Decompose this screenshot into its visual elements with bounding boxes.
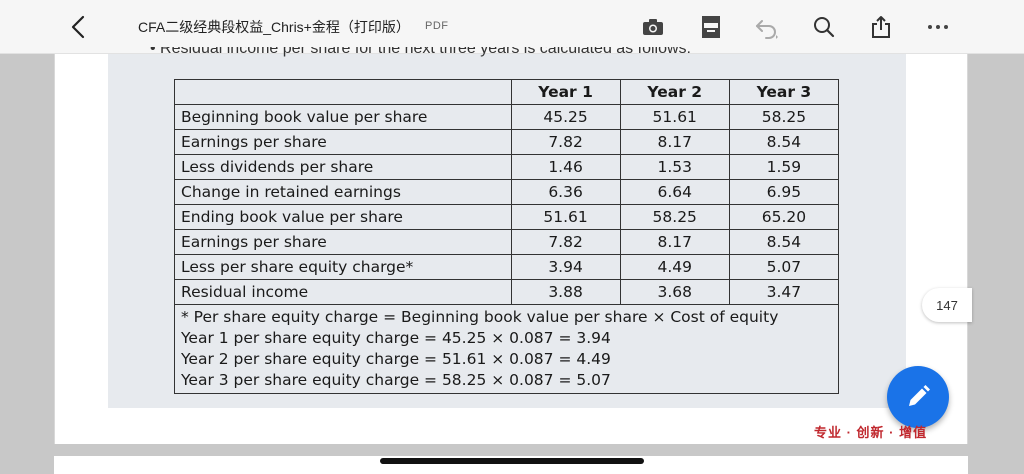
edit-fab-button[interactable] (887, 366, 949, 428)
book-icon (702, 16, 720, 38)
cell-value: 65.20 (728, 204, 840, 230)
cell-value: 8.54 (728, 129, 840, 155)
note-line: Year 3 per share equity charge = 58.25 ×… (181, 371, 611, 389)
cell-value: 7.82 (510, 129, 621, 155)
camera-button[interactable] (638, 12, 668, 42)
cell-value: 8.17 (619, 229, 730, 255)
table-row: Change in retained earnings 6.36 6.64 6.… (174, 179, 840, 205)
search-button[interactable] (809, 12, 839, 42)
home-indicator[interactable] (380, 458, 644, 464)
table-row: Ending book value per share 51.61 58.25 … (174, 204, 840, 230)
document-title: CFA二级经典段权益_Chris+金程（打印版） (138, 19, 410, 35)
brand-slogan: 专业 · 创新 · 增值 (814, 425, 928, 440)
camera-icon (643, 19, 663, 35)
table-row: Less dividends per share 1.46 1.53 1.59 (174, 154, 840, 180)
page-number-badge[interactable]: 147 (922, 288, 972, 322)
row-label: Less per share equity charge* (174, 254, 512, 280)
cell-value: 7.82 (510, 229, 621, 255)
more-button[interactable] (923, 12, 953, 42)
undo-icon (756, 20, 778, 39)
slide-intro-text: • Residual income per share for the next… (150, 40, 691, 57)
table-row: Less per share equity charge* 3.94 4.49 … (174, 254, 840, 280)
row-label: Earnings per share (174, 229, 512, 255)
header-year-2: Year 2 (619, 79, 730, 105)
book-mode-button[interactable] (696, 12, 726, 42)
page-separator (54, 444, 968, 456)
residual-income-table: Year 1 Year 2 Year 3 Beginning book valu… (174, 79, 840, 394)
back-chevron-icon (71, 15, 85, 39)
back-button[interactable] (62, 11, 94, 43)
share-icon (872, 16, 890, 38)
row-label: Ending book value per share (174, 204, 512, 230)
table-row: Earnings per share 7.82 8.17 8.54 (174, 129, 840, 155)
row-label: Earnings per share (174, 129, 512, 155)
table-row: Residual income 3.88 3.68 3.47 (174, 279, 840, 305)
row-label: Change in retained earnings (174, 179, 512, 205)
cell-value: 8.17 (619, 129, 730, 155)
cell-value: 1.53 (619, 154, 730, 180)
cell-value: 51.61 (510, 204, 621, 230)
undo-button[interactable] (752, 12, 782, 42)
cell-value: 5.07 (728, 254, 840, 280)
note-line: * Per share equity charge = Beginning bo… (181, 308, 779, 326)
cell-value: 3.68 (619, 279, 730, 305)
cell-value: 3.88 (510, 279, 621, 305)
table-header-row: Year 1 Year 2 Year 3 (174, 79, 840, 105)
cell-value: 8.54 (728, 229, 840, 255)
cell-value: 4.49 (619, 254, 730, 280)
file-type-label: PDF (425, 20, 449, 32)
cell-value: 45.25 (510, 104, 621, 130)
cell-value: 1.46 (510, 154, 621, 180)
cell-value: 58.25 (619, 204, 730, 230)
table-row: Beginning book value per share 45.25 51.… (174, 104, 840, 130)
cell-value: 58.25 (728, 104, 840, 130)
table-notes-row: * Per share equity charge = Beginning bo… (174, 304, 839, 394)
share-button[interactable] (866, 12, 896, 42)
more-icon (928, 25, 948, 29)
note-line: Year 2 per share equity charge = 51.61 ×… (181, 350, 611, 368)
header-blank (174, 79, 512, 105)
cell-value: 6.64 (619, 179, 730, 205)
header-year-1: Year 1 (510, 79, 621, 105)
cell-value: 51.61 (619, 104, 730, 130)
row-label: Less dividends per share (174, 154, 512, 180)
table-notes: * Per share equity charge = Beginning bo… (174, 304, 839, 394)
header-year-3: Year 3 (728, 79, 840, 105)
row-label: Residual income (174, 279, 512, 305)
note-line: Year 1 per share equity charge = 45.25 ×… (181, 329, 611, 347)
cell-value: 3.94 (510, 254, 621, 280)
pencil-icon (909, 385, 930, 406)
search-icon (814, 17, 835, 38)
table-row: Earnings per share 7.82 8.17 8.54 (174, 229, 840, 255)
row-label: Beginning book value per share (174, 104, 512, 130)
next-pdf-page[interactable] (54, 456, 968, 474)
cell-value: 6.36 (510, 179, 621, 205)
cell-value: 3.47 (728, 279, 840, 305)
cell-value: 1.59 (728, 154, 840, 180)
cell-value: 6.95 (728, 179, 840, 205)
top-toolbar: CFA二级经典段权益_Chris+金程（打印版） PDF (0, 0, 1024, 54)
